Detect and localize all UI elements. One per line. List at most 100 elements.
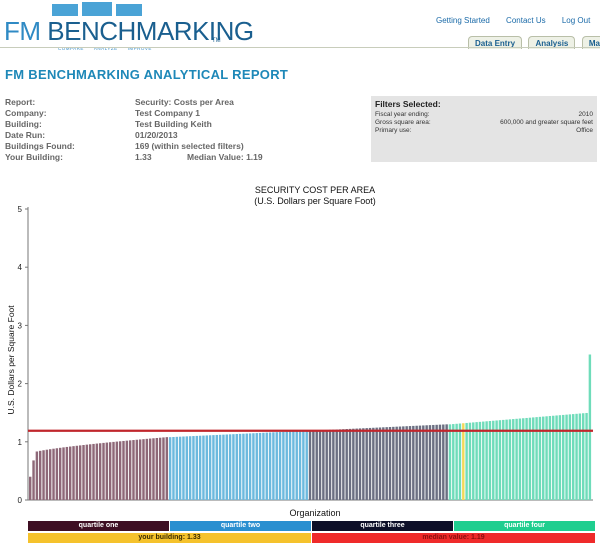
chart-bar bbox=[432, 424, 435, 500]
chart-bar bbox=[332, 429, 335, 500]
chart-bar bbox=[152, 438, 155, 500]
chart-bar bbox=[252, 433, 255, 500]
quartile-three-bar: quartile three bbox=[312, 521, 453, 531]
link-log-out[interactable]: Log Out bbox=[561, 16, 591, 25]
y-tick-label: 4 bbox=[18, 263, 23, 272]
chart-bar bbox=[368, 427, 372, 500]
chart-bar bbox=[262, 432, 265, 500]
chart-bar bbox=[58, 447, 62, 500]
tab-main-menu[interactable]: Main M bbox=[581, 36, 600, 49]
chart-bar bbox=[308, 430, 312, 500]
chart-bar bbox=[568, 414, 572, 500]
chart-bar bbox=[338, 429, 342, 500]
chart-bar bbox=[452, 424, 455, 500]
link-contact-us[interactable]: Contact Us bbox=[506, 16, 546, 25]
chart-bar bbox=[572, 414, 575, 500]
chart-bar bbox=[145, 438, 149, 500]
chart-bar bbox=[385, 427, 388, 500]
chart-bar bbox=[525, 417, 528, 500]
quartile-two-bar: quartile two bbox=[170, 521, 311, 531]
chart-bar bbox=[582, 413, 585, 500]
chart-bar bbox=[372, 427, 375, 500]
your-building-value: 1.33 bbox=[135, 152, 152, 163]
chart-bar bbox=[265, 432, 268, 500]
chart-bar bbox=[72, 446, 75, 500]
chart-bar bbox=[302, 430, 305, 500]
link-getting-started[interactable]: Getting Started bbox=[436, 16, 490, 25]
chart-bar bbox=[518, 418, 522, 500]
chart-bar bbox=[325, 429, 328, 500]
chart-bar bbox=[95, 443, 99, 500]
chart-bar bbox=[458, 423, 462, 500]
chart-bar bbox=[162, 437, 165, 500]
chart-bar bbox=[88, 444, 92, 500]
y-tick-label: 5 bbox=[18, 205, 23, 214]
chart-bar bbox=[102, 442, 105, 500]
chart-bar bbox=[422, 425, 425, 500]
chart-bar bbox=[402, 426, 405, 500]
chart-bar bbox=[32, 460, 35, 500]
chart-bar bbox=[398, 426, 402, 500]
chart-bar bbox=[298, 431, 302, 500]
chart-bar bbox=[395, 426, 398, 500]
tab-analysis[interactable]: Analysis bbox=[528, 36, 576, 49]
chart-bar bbox=[282, 431, 285, 500]
y-tick-label: 3 bbox=[18, 321, 23, 330]
filters-panel: Filters Selected: Fiscal year ending: 201… bbox=[371, 96, 597, 162]
chart-bar bbox=[478, 421, 482, 500]
y-tick-label: 2 bbox=[18, 380, 23, 389]
chart-bar bbox=[408, 426, 412, 500]
chart-bar bbox=[328, 429, 332, 500]
chart-bar bbox=[208, 435, 212, 500]
building-value: Test Building Keith bbox=[135, 119, 212, 130]
chart-bar bbox=[52, 448, 55, 500]
chart-bar bbox=[555, 415, 558, 500]
chart-bar bbox=[85, 444, 89, 500]
chart-bar bbox=[362, 428, 365, 500]
chart-bar bbox=[222, 434, 225, 500]
tab-data-entry[interactable]: Data Entry bbox=[468, 36, 523, 49]
chart-bar bbox=[578, 413, 582, 500]
date-run-label: Date Run: bbox=[5, 130, 46, 141]
filter-row: Gross square area: 600,000 and greater sq… bbox=[375, 119, 593, 126]
chart-bar bbox=[132, 440, 135, 500]
chart-bar bbox=[172, 436, 175, 500]
chart-bar bbox=[48, 449, 52, 500]
chart-bar bbox=[192, 436, 195, 500]
y-axis-label: U.S. Dollars per Square Foot bbox=[6, 305, 16, 415]
nav-tabs: Data Entry Analysis Main M bbox=[468, 33, 600, 49]
filter-row: Primary use: Office bbox=[375, 127, 593, 134]
quartile-four-bar: quartile four bbox=[454, 521, 595, 531]
chart-bar bbox=[258, 432, 262, 500]
chart-bar bbox=[425, 425, 428, 500]
chart-bar bbox=[545, 416, 548, 500]
chart-bar bbox=[78, 445, 82, 500]
chart-bar bbox=[295, 431, 298, 500]
chart-bar bbox=[365, 428, 368, 500]
company-value: Test Company 1 bbox=[135, 108, 201, 119]
chart-bar bbox=[175, 436, 179, 500]
chart-bar bbox=[232, 434, 235, 500]
security-cost-chart: U.S. Dollars per Square Foot 0 1 2 3 4 5 bbox=[6, 205, 593, 505]
chart-bar bbox=[428, 425, 432, 500]
chart-bar bbox=[75, 445, 79, 500]
chart-bar bbox=[335, 429, 338, 500]
chart-bar bbox=[388, 426, 392, 500]
report-label: Report: bbox=[5, 97, 36, 107]
chart-bar bbox=[55, 448, 59, 500]
chart-bar bbox=[198, 435, 202, 500]
chart-bar bbox=[108, 442, 112, 500]
chart-bar bbox=[345, 429, 348, 500]
chart-bar bbox=[448, 424, 452, 500]
chart-bar bbox=[505, 419, 508, 500]
chart-bar bbox=[272, 432, 275, 500]
x-axis-label: Organization bbox=[289, 508, 341, 518]
logo-tagline: COMPARE ANALYZE IMPROVE bbox=[58, 46, 152, 51]
chart-bar bbox=[115, 441, 119, 500]
chart-bar bbox=[502, 419, 505, 500]
top-links: Getting Started Contact Us Log Out H bbox=[436, 16, 600, 25]
chart-bar bbox=[358, 428, 362, 500]
chart-title: SECURITY COST PER AREA (U.S. Dollars per… bbox=[254, 185, 376, 206]
chart-bar bbox=[552, 415, 555, 500]
chart-bar bbox=[29, 476, 32, 500]
